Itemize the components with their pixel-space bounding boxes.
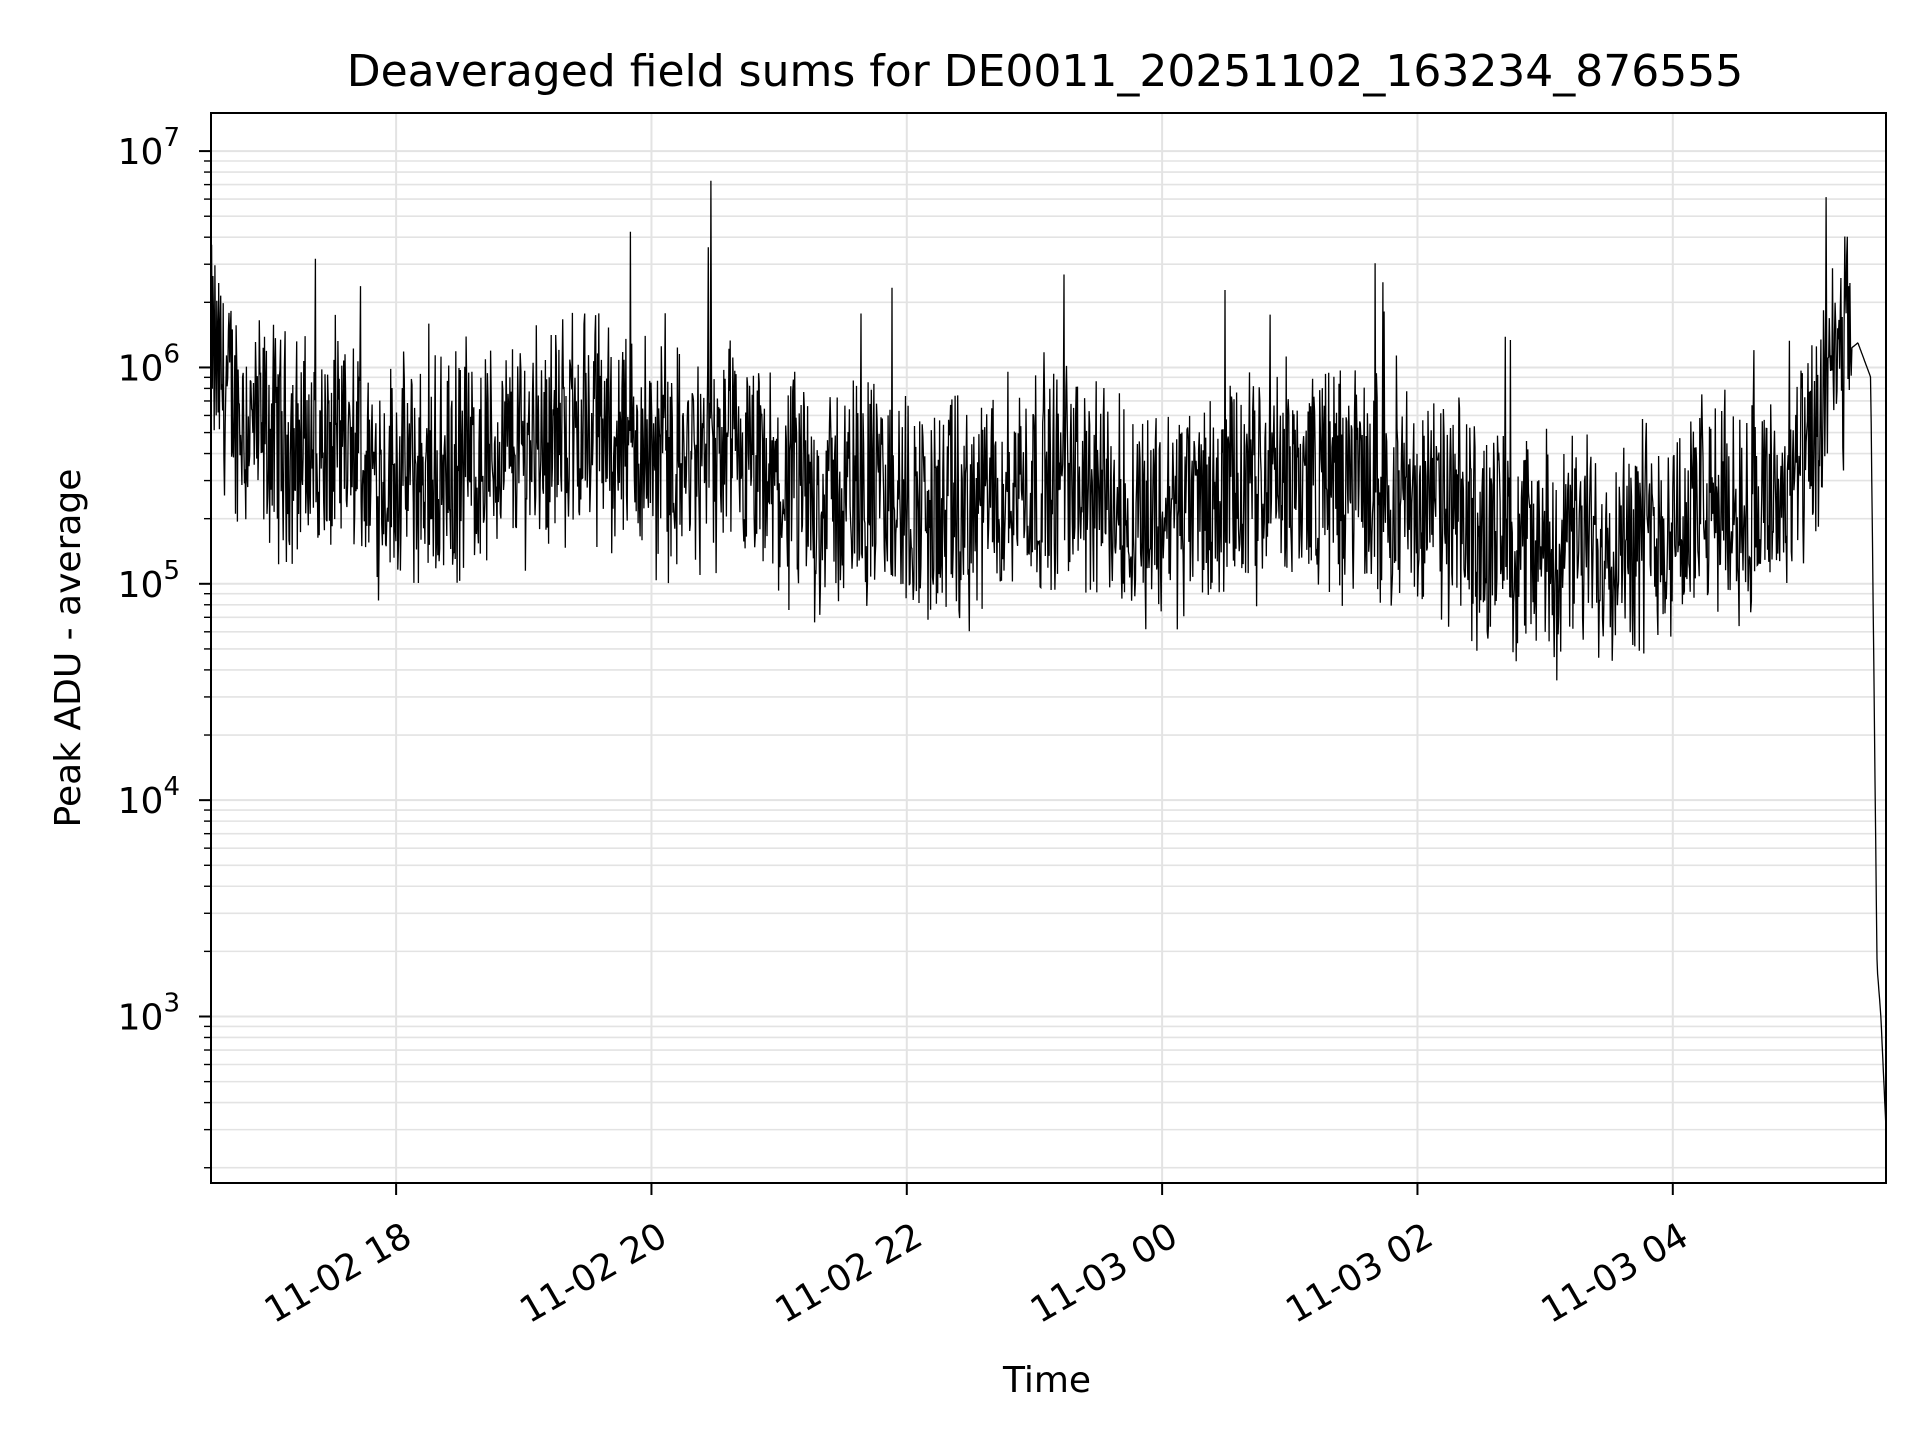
series-layer (210, 180, 1887, 1130)
y-tick-label: 107 (118, 123, 180, 173)
chart-title: Deaveraged field sums for DE0011_2025110… (347, 46, 1744, 97)
y-tick-label: 106 (118, 339, 180, 389)
y-tick-label: 105 (118, 556, 180, 606)
grid-layer (211, 113, 1886, 1183)
x-axis-label: Time (1002, 1360, 1091, 1401)
y-axis-label: Peak ADU - average (48, 469, 89, 828)
series-line (210, 180, 1887, 1130)
y-tick-label: 104 (118, 772, 180, 822)
plot-frame (210, 112, 1887, 1184)
y-tick-label: 103 (118, 989, 180, 1039)
